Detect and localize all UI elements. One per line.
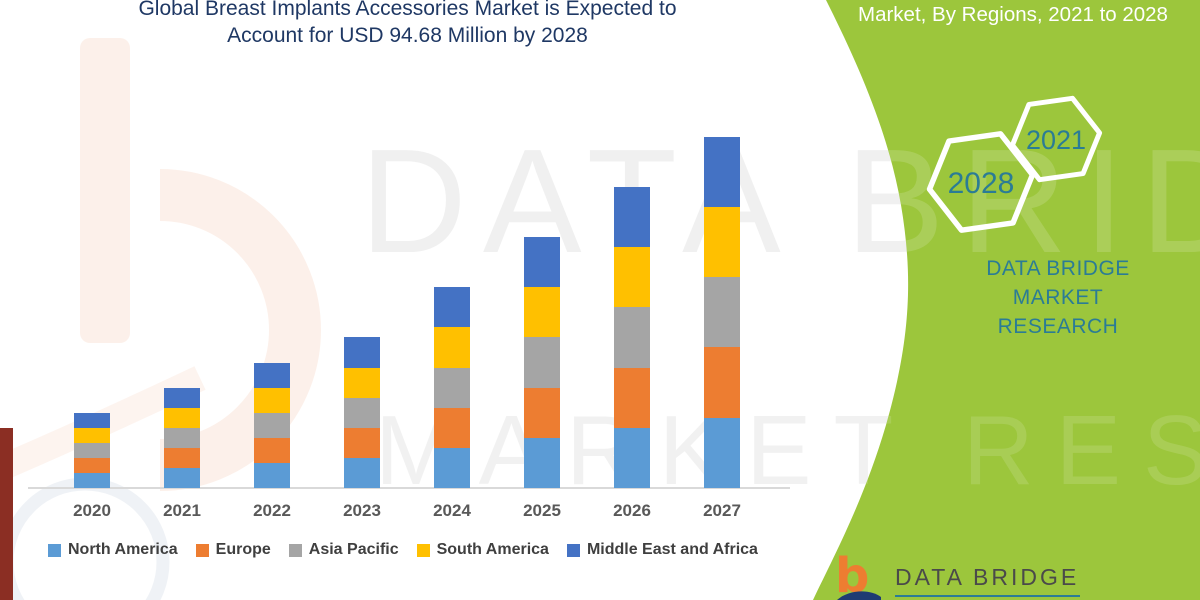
legend-swatch-icon <box>416 543 430 557</box>
bar-segment-2024 <box>434 327 470 368</box>
stacked-bar-2024 <box>434 287 470 488</box>
side-brand-line-2: RESEARCH <box>997 315 1119 338</box>
hexagon-2028 <box>926 131 1036 233</box>
bar-segment-2020 <box>74 472 110 488</box>
legend-swatch-icon <box>288 543 302 557</box>
footer-brand: DATA BRIDGE <box>895 564 1080 590</box>
stacked-bar-2026 <box>614 186 650 488</box>
legend-swatch-icon <box>48 543 61 557</box>
legend-swatch-icon <box>566 543 580 557</box>
bar-segment-2026 <box>614 307 650 368</box>
x-tick-2021: 2021 <box>163 501 201 520</box>
stacked-bar-2025 <box>524 237 560 488</box>
footer-logo-mark: b <box>835 552 883 600</box>
logo-swoosh-icon <box>837 591 881 600</box>
side-brand-line-1: DATA BRIDGE MARKET <box>986 257 1130 309</box>
x-tick-2020: 2020 <box>73 501 111 520</box>
bar-segment-2021 <box>164 447 200 468</box>
x-tick-2025: 2025 <box>523 501 561 520</box>
bar-segment-2022 <box>254 362 290 388</box>
stacked-bar-2022 <box>254 362 290 488</box>
bar-segment-2026 <box>614 367 650 428</box>
footer-logo-text: DATA BRIDGE MARKET RESEARCH <box>895 556 1085 600</box>
legend-label: Middle East and Africa <box>586 541 758 558</box>
legend-label: Asia Pacific <box>308 541 399 558</box>
side-brand-text: DATA BRIDGE MARKET RESEARCH <box>938 254 1178 341</box>
bar-segment-2022 <box>254 387 290 413</box>
legend-item: Asia Pacific <box>288 541 399 559</box>
bar-segment-2022 <box>254 412 290 438</box>
bar-segment-2020 <box>74 442 110 458</box>
bar-segment-2021 <box>164 407 200 428</box>
bar-segment-2026 <box>614 247 650 308</box>
bar-segment-2024 <box>434 447 470 488</box>
x-tick-2024: 2024 <box>433 501 471 520</box>
footer-underline <box>895 595 1080 597</box>
title-line-2: Account for USD 94.68 Million by 2028 <box>227 24 588 47</box>
bar-segment-2020 <box>74 427 110 443</box>
bar-segment-2025 <box>524 337 560 388</box>
stacked-bar-2021 <box>164 387 200 488</box>
panel-header-text: Market, By Regions, 2021 to 2028 <box>858 3 1168 26</box>
legend-swatch-icon <box>195 543 209 557</box>
page-title: Global Breast Implants Accessories Marke… <box>0 0 815 49</box>
bar-segment-2025 <box>524 387 560 438</box>
bar-segment-2021 <box>164 387 200 408</box>
x-tick-2022: 2022 <box>253 501 291 520</box>
bar-segment-2025 <box>524 237 560 288</box>
stacked-bar-2023 <box>344 337 380 488</box>
bar-segment-2022 <box>254 437 290 463</box>
bar-segment-2026 <box>614 186 650 248</box>
bar-segment-2021 <box>164 427 200 448</box>
bar-segment-2024 <box>434 287 470 328</box>
maroon-accent-strip <box>0 428 13 600</box>
bar-segment-2022 <box>254 462 290 488</box>
bar-segment-2025 <box>524 437 560 488</box>
bar-segment-2023 <box>344 427 380 458</box>
bar-segment-2020 <box>74 457 110 473</box>
x-tick-2027: 2027 <box>703 501 741 520</box>
bar-segment-2023 <box>344 367 380 398</box>
bar-segment-2023 <box>344 457 380 488</box>
green-side-panel <box>813 0 1200 600</box>
chart-legend: North America Europe Asia Pacific South Ame… <box>48 541 758 559</box>
stacked-bar-2027 <box>704 136 740 488</box>
legend-label: North America <box>68 541 178 558</box>
hexagon-2028-label: 2028 <box>948 167 1015 200</box>
x-axis-line <box>28 487 790 489</box>
bar-segment-2027 <box>704 347 740 418</box>
legend-label: Europe <box>215 541 271 558</box>
bar-segment-2024 <box>434 367 470 408</box>
hexagon-2021 <box>1009 95 1103 183</box>
legend-item: South America <box>416 541 549 559</box>
legend-label: South America <box>436 541 549 558</box>
bar-segment-2021 <box>164 467 200 488</box>
legend-item: Middle East and Africa <box>566 541 758 559</box>
bar-segment-2026 <box>614 427 650 488</box>
hexagon-2021-label: 2021 <box>1026 125 1086 155</box>
legend-item: Europe <box>195 541 271 559</box>
bar-segment-2023 <box>344 397 380 428</box>
bar-segment-2027 <box>704 417 740 488</box>
bar-segment-2024 <box>434 407 470 448</box>
bar-segment-2027 <box>704 277 740 348</box>
title-line-1: Global Breast Implants Accessories Marke… <box>138 0 677 20</box>
bar-segment-2020 <box>74 412 110 428</box>
footer-logo: b DATA BRIDGE MARKET RESEARCH <box>835 552 1085 600</box>
bar-segment-2025 <box>524 287 560 338</box>
x-tick-2023: 2023 <box>343 501 381 520</box>
bar-segment-2027 <box>704 136 740 207</box>
x-tick-2026: 2026 <box>613 501 651 520</box>
bar-segment-2023 <box>344 337 380 368</box>
bar-segment-2027 <box>704 206 740 278</box>
stacked-bar-2020 <box>74 412 110 488</box>
legend-item: North America <box>48 541 178 559</box>
